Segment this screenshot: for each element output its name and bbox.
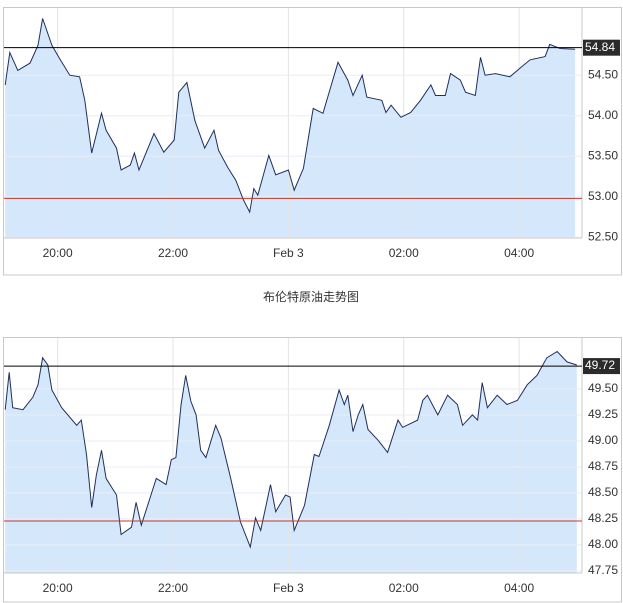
price-line (4, 18, 576, 214)
x-tick-label: 22:00 (158, 581, 188, 595)
x-tick-label: Feb 3 (273, 246, 304, 260)
y-tick-label: 48.50 (588, 485, 618, 499)
y-tick-label: 53.50 (588, 148, 618, 162)
x-tick-label: Feb 3 (273, 581, 304, 595)
x-tick-label: 02:00 (389, 246, 419, 260)
last-price-label: 54.84 (585, 40, 615, 54)
last-price-box (583, 358, 620, 375)
y-tick-label: 49.25 (588, 407, 618, 421)
y-tick-label: 48.00 (588, 537, 618, 551)
y-tick-label: 54.50 (588, 67, 618, 81)
y-tick-label: 49.50 (588, 381, 618, 395)
price-area (5, 351, 577, 573)
y-tick-label: 53.00 (588, 189, 618, 203)
x-tick-label: 20:00 (43, 246, 73, 260)
y-tick-label: 48.75 (588, 459, 618, 473)
price-line (4, 350, 577, 549)
y-tick-label: 49.00 (588, 433, 618, 447)
y-tick-label: 48.25 (588, 511, 618, 525)
y-tick-label: 54.00 (588, 108, 618, 122)
price-area (5, 18, 576, 238)
x-tick-label: 04:00 (504, 581, 534, 595)
last-price-box (583, 39, 620, 56)
x-tick-label: 04:00 (504, 246, 534, 260)
last-price-label: 49.72 (585, 358, 615, 372)
caption: 布伦特原油走势图 (263, 289, 359, 304)
x-tick-label: 02:00 (389, 581, 419, 595)
x-tick-label: 22:00 (158, 246, 188, 260)
y-tick-label: 52.50 (588, 229, 618, 243)
x-tick-label: 20:00 (43, 581, 73, 595)
y-tick-label: 47.75 (588, 563, 618, 577)
